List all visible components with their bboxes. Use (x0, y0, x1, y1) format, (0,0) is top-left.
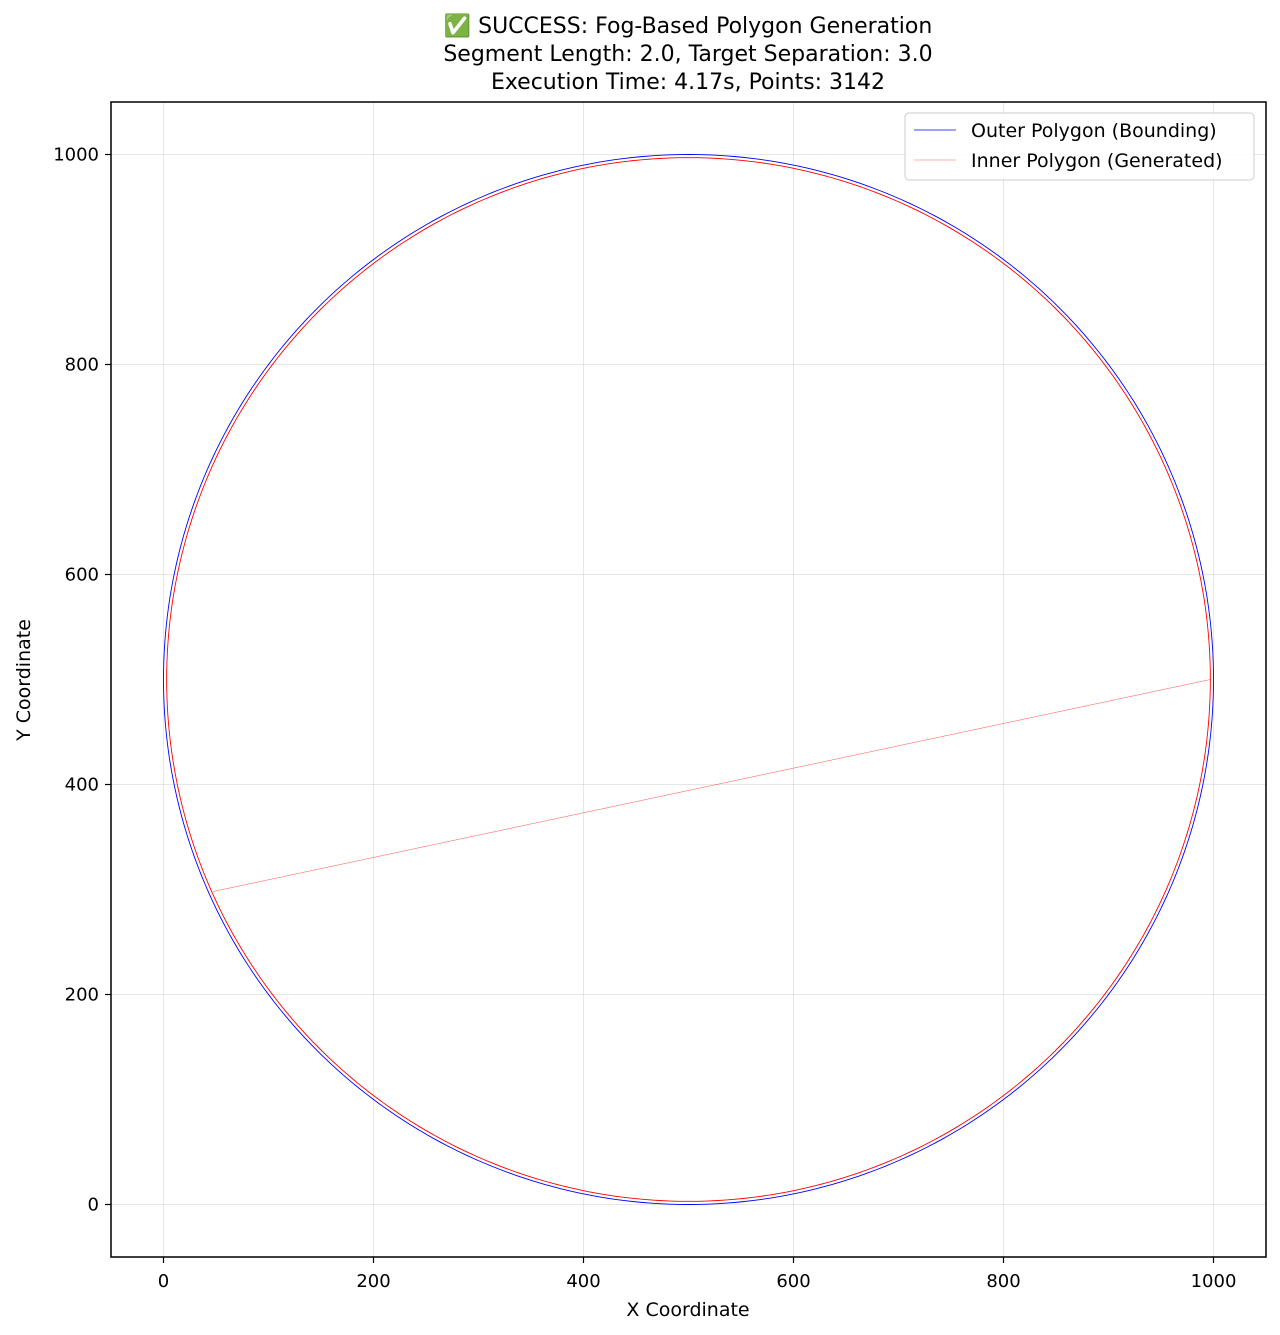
x-tick-label: 400 (566, 1271, 600, 1292)
y-tick-label: 600 (65, 565, 99, 586)
y-tick-label: 800 (65, 355, 99, 376)
x-tick-label: 800 (986, 1271, 1020, 1292)
y-tick-label: 0 (88, 1195, 99, 1216)
y-tick-label: 1000 (53, 145, 99, 166)
title-line-2: Segment Length: 2.0, Target Separation: … (443, 42, 932, 67)
inner-polygon-closing-segment (212, 679, 1211, 892)
title-line-1: ✅ SUCCESS: Fog-Based Polygon Generation (444, 13, 933, 39)
legend: Outer Polygon (Bounding) Inner Polygon (… (904, 112, 1255, 181)
x-tick-label: 0 (158, 1271, 169, 1292)
plot-series (163, 154, 1214, 1205)
legend-label-outer: Outer Polygon (Bounding) (971, 120, 1217, 142)
x-tick-label: 200 (356, 1271, 390, 1292)
x-tick-label: 600 (776, 1271, 810, 1292)
y-tick-label: 200 (65, 985, 99, 1006)
grid (111, 102, 1266, 1257)
y-tick-label: 400 (65, 775, 99, 796)
y-axis-ticks: 0 200 400 600 800 1000 (53, 145, 111, 1216)
legend-label-inner: Inner Polygon (Generated) (971, 150, 1223, 172)
x-axis-label: X Coordinate (626, 1299, 749, 1321)
x-tick-label: 1000 (1191, 1271, 1237, 1292)
x-axis-ticks: 0 200 400 600 800 1000 (158, 1257, 1237, 1292)
y-axis-label: Y Coordinate (13, 619, 35, 742)
plot-frame (110, 101, 1267, 1258)
title-line-3: Execution Time: 4.17s, Points: 3142 (491, 70, 885, 95)
series-inner-polygon (166, 157, 1211, 1202)
chart-title: ✅ SUCCESS: Fog-Based Polygon Generation … (443, 13, 932, 95)
legend-box (904, 112, 1255, 181)
series-outer-polygon (163, 154, 1214, 1205)
